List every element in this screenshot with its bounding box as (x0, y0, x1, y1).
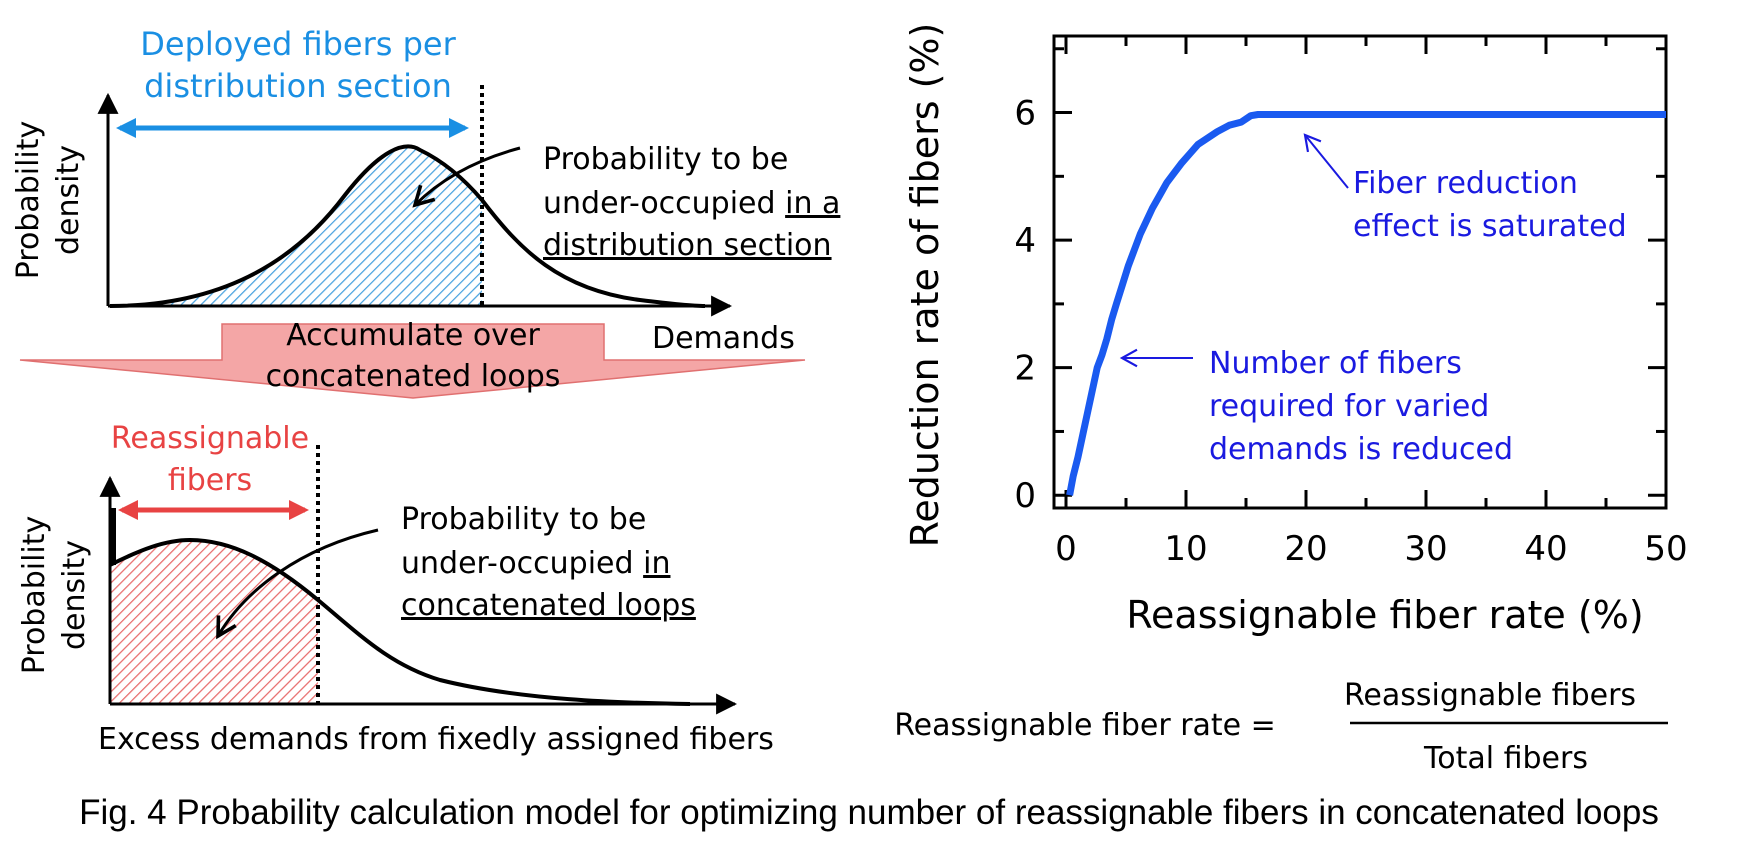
series-line (1066, 111, 1666, 496)
accumulate-arrow-shape (19, 323, 806, 399)
bottom-annotation-line2: under-occupied in (401, 546, 670, 581)
bottom-arrow-label-line1: Reassignable (111, 421, 309, 456)
x-tick-label: 20 (1284, 529, 1327, 569)
bottom-xlabel: Excess demands from fixedly assigned fib… (98, 722, 774, 757)
accumulate-transition-arrow: Accumulate over concatenated loops (19, 318, 806, 399)
chart-tick-labels: 0 10 20 30 40 50 0 2 4 6 (1014, 94, 1687, 569)
x-tick-label: 30 (1404, 529, 1447, 569)
y-tick-label: 0 (1014, 476, 1036, 516)
chart-ylabel: Reduction rate of fibers (%) (903, 23, 947, 548)
x-tick-label: 10 (1164, 529, 1207, 569)
top-annotation-line2: under-occupied in a (543, 186, 840, 221)
chart-xlabel: Reassignable fiber rate (%) (1126, 593, 1643, 637)
bottom-ylabel-line1: Probability (17, 516, 52, 675)
annotation-reduced-line2: required for varied (1209, 389, 1489, 424)
y-tick-label: 6 (1014, 94, 1036, 134)
x-tick-label: 0 (1055, 529, 1077, 569)
annotation-saturated-arrow (1303, 133, 1349, 189)
top-annotation-line3: distribution section (543, 228, 832, 263)
bottom-annotation-line1: Probability to be (401, 502, 646, 537)
bottom-ylabel-line2: density (57, 540, 92, 650)
top-ylabel-line2: density (51, 145, 86, 255)
bottom-distribution-diagram: Reassignable fibers Probability density … (17, 421, 774, 757)
bottom-arrow-label-line2: fibers (168, 463, 252, 498)
y-tick-label: 2 (1014, 349, 1036, 389)
reduction-rate-chart: 0 10 20 30 40 50 0 2 4 6 Reassignable fiber rate … (903, 23, 1688, 637)
top-arrow-label-line1: Deployed fibers per (140, 25, 456, 63)
x-tick-label: 50 (1644, 529, 1687, 569)
top-annotation-pointer (412, 146, 521, 208)
formula-denominator: Total fibers (1423, 741, 1588, 776)
annotation-reduced-line3: demands is reduced (1209, 432, 1513, 467)
top-ylabel-line1: Probability (11, 121, 46, 280)
annotation-saturated: Fiber reduction effect is saturated (1303, 133, 1627, 244)
formula-lhs: Reassignable fiber rate = (894, 708, 1276, 743)
figure-caption: Fig. 4 Probability calculation model for… (79, 793, 1659, 832)
y-tick-label: 4 (1014, 221, 1036, 261)
plot-frame (1052, 34, 1668, 510)
annotation-saturated-line2: effect is saturated (1353, 209, 1627, 244)
bottom-annotation-line3: concatenated loops (401, 588, 696, 623)
annotation-reduced-line1: Number of fibers (1209, 346, 1462, 381)
annotation-reduced: Number of fibers required for varied dem… (1119, 346, 1513, 467)
top-xlabel: Demands (652, 321, 795, 356)
formula-numerator: Reassignable fibers (1344, 678, 1636, 713)
top-shaded-area (110, 146, 482, 306)
top-annotation-line1: Probability to be (543, 142, 788, 177)
bottom-annotation-pointer (216, 528, 379, 640)
chart-ticks (1054, 36, 1668, 508)
accumulate-label-line1: Accumulate over (286, 318, 540, 353)
top-distribution-diagram: Deployed fibers per distribution section… (11, 25, 840, 356)
accumulate-label-line2: concatenated loops (266, 359, 561, 394)
x-tick-label: 40 (1524, 529, 1567, 569)
bottom-shaded-area (110, 540, 318, 704)
rate-formula: Reassignable fiber rate = Reassignable f… (894, 678, 1668, 776)
top-density-curve (109, 144, 706, 308)
bottom-density-curve (109, 537, 691, 706)
annotation-saturated-line1: Fiber reduction (1353, 166, 1578, 201)
top-arrow-label-line2: distribution section (144, 67, 452, 105)
